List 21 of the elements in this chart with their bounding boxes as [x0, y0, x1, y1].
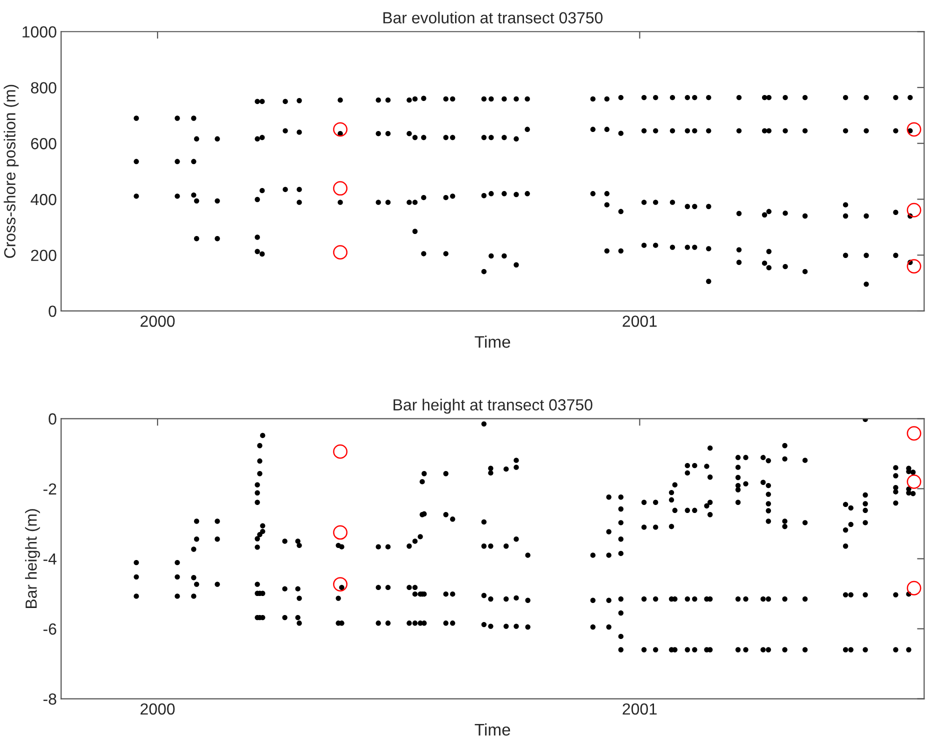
x-tick-label: 2000: [140, 316, 175, 327]
y-tick-label: -2: [43, 483, 56, 494]
y-tick-label: 1000: [22, 26, 56, 38]
y-tick-label: -8: [43, 693, 56, 705]
x-tick-label: 2000: [140, 703, 175, 715]
y-tick-label: 0: [48, 413, 56, 425]
x-axis-title: Time: [474, 723, 510, 736]
y-tick-label: 400: [30, 194, 56, 206]
y-tick-label: -4: [43, 554, 56, 565]
y-tick-label: -6: [43, 623, 56, 635]
x-axis-title: Time: [474, 336, 510, 348]
x-tick-label: 2001: [622, 703, 657, 715]
x-tick-label: 2001: [622, 316, 657, 327]
y-tick-label: 600: [31, 138, 56, 150]
chart-title: Bar evolution at transect 03750: [383, 12, 603, 24]
chart-title: Bar height at transect 03750: [394, 398, 592, 414]
y-axis-title: Bar height (m): [25, 509, 40, 608]
y-tick-label: 0: [48, 306, 56, 317]
y-tick-label: 800: [30, 82, 56, 94]
y-axis-title: Cross-shore position (m): [4, 84, 19, 258]
y-tick-label: 200: [31, 250, 56, 262]
